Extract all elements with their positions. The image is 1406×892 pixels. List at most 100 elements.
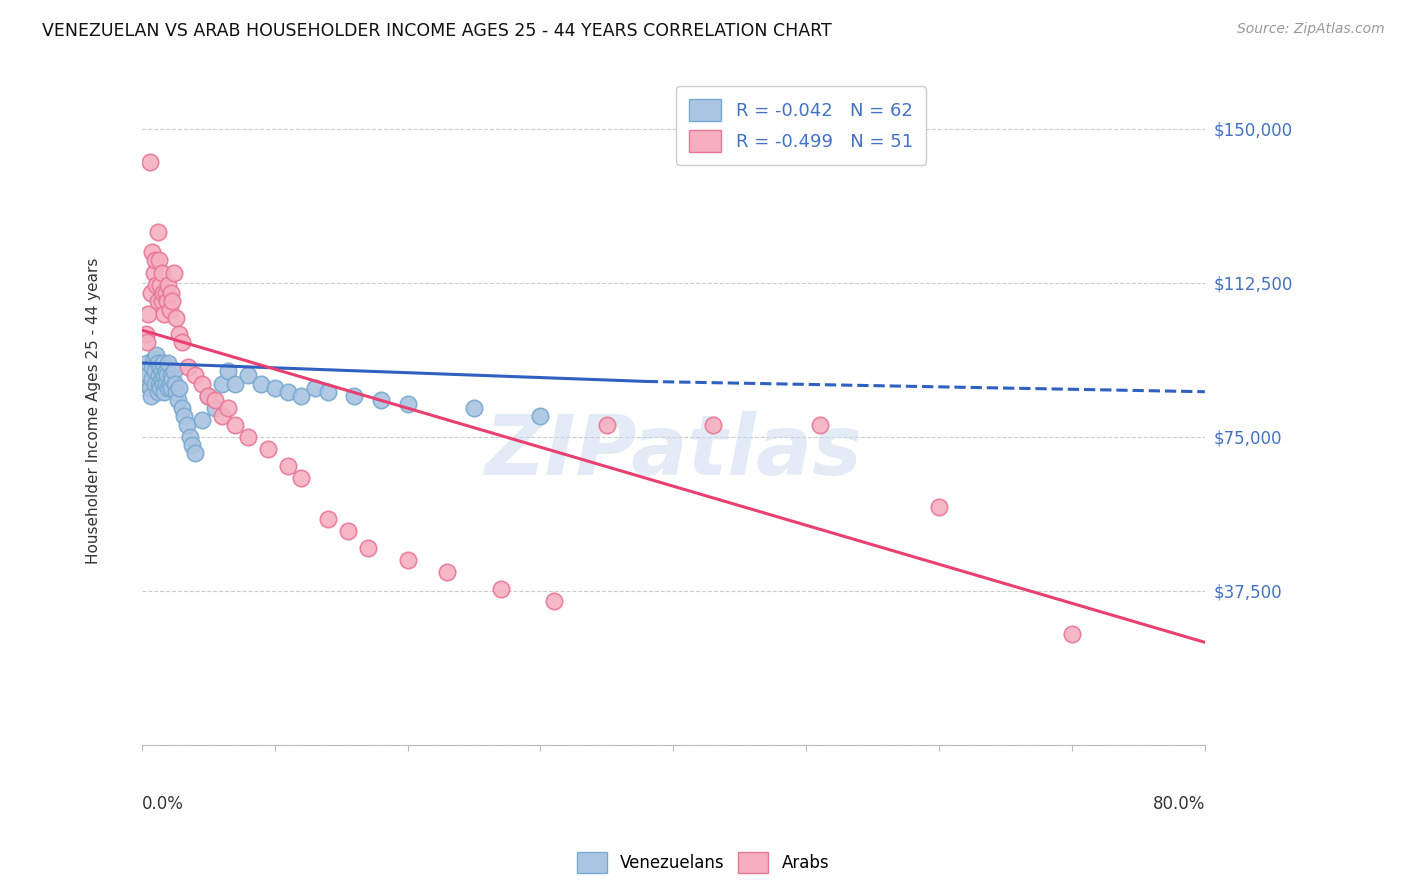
Point xyxy=(143,376,166,391)
Text: ZIPatlas: ZIPatlas xyxy=(485,411,862,491)
Point xyxy=(139,381,162,395)
Point xyxy=(139,286,162,301)
Point xyxy=(436,566,458,580)
Point xyxy=(343,389,366,403)
Point xyxy=(177,360,200,375)
Point xyxy=(149,381,172,395)
Point xyxy=(152,356,174,370)
Point xyxy=(157,277,180,292)
Point xyxy=(211,409,233,424)
Point xyxy=(138,368,160,383)
Point xyxy=(236,368,259,383)
Point xyxy=(156,294,179,309)
Point xyxy=(152,376,174,391)
Point xyxy=(250,376,273,391)
Point xyxy=(148,376,170,391)
Point xyxy=(141,245,163,260)
Point xyxy=(146,294,169,309)
Point xyxy=(181,438,204,452)
Point xyxy=(159,302,181,317)
Point xyxy=(167,327,190,342)
Point xyxy=(142,266,165,280)
Point xyxy=(304,381,326,395)
Point xyxy=(336,524,359,539)
Point xyxy=(190,413,212,427)
Point xyxy=(146,356,169,370)
Point xyxy=(136,335,159,350)
Point xyxy=(236,430,259,444)
Point xyxy=(165,384,187,399)
Point xyxy=(543,594,565,608)
Point xyxy=(141,360,163,375)
Text: 0.0%: 0.0% xyxy=(142,795,184,814)
Point xyxy=(596,417,619,432)
Point xyxy=(138,307,160,321)
Text: Source: ZipAtlas.com: Source: ZipAtlas.com xyxy=(1237,22,1385,37)
Point xyxy=(153,307,176,321)
Point xyxy=(141,372,163,386)
Point xyxy=(184,368,207,383)
Point xyxy=(145,348,167,362)
Point xyxy=(146,225,169,239)
Point xyxy=(396,553,419,567)
Point xyxy=(316,384,339,399)
Point xyxy=(257,442,280,457)
Point xyxy=(146,384,169,399)
Point xyxy=(162,294,184,309)
Point xyxy=(159,376,181,391)
Point xyxy=(290,471,312,485)
Point xyxy=(217,401,239,416)
Point xyxy=(150,364,173,378)
Point xyxy=(152,286,174,301)
Point xyxy=(148,253,170,268)
Point xyxy=(290,389,312,403)
Point xyxy=(197,389,219,403)
Point xyxy=(160,368,183,383)
Point xyxy=(139,154,162,169)
Point xyxy=(263,381,285,395)
Point xyxy=(157,356,180,370)
Point xyxy=(204,401,226,416)
Point xyxy=(316,512,339,526)
Legend: Venezuelans, Arabs: Venezuelans, Arabs xyxy=(571,846,835,880)
Point xyxy=(153,368,176,383)
Point xyxy=(155,376,177,391)
Point xyxy=(170,401,193,416)
Point xyxy=(139,389,162,403)
Point xyxy=(153,384,176,399)
Text: 80.0%: 80.0% xyxy=(1153,795,1205,814)
Point xyxy=(211,376,233,391)
Point xyxy=(155,364,177,378)
Point xyxy=(167,381,190,395)
Point xyxy=(224,376,246,391)
Point xyxy=(150,372,173,386)
Point xyxy=(224,417,246,432)
Point xyxy=(396,397,419,411)
Point xyxy=(808,417,831,432)
Point xyxy=(134,364,156,378)
Point xyxy=(150,294,173,309)
Point xyxy=(156,368,179,383)
Point xyxy=(145,277,167,292)
Point xyxy=(162,372,184,386)
Point xyxy=(1060,627,1083,641)
Point xyxy=(277,384,299,399)
Point xyxy=(489,582,512,596)
Point xyxy=(176,417,198,432)
Point xyxy=(179,430,201,444)
Point xyxy=(160,381,183,395)
Point xyxy=(217,364,239,378)
Point xyxy=(184,446,207,460)
Point xyxy=(190,376,212,391)
Point xyxy=(149,360,172,375)
Legend: R = -0.042   N = 62, R = -0.499   N = 51: R = -0.042 N = 62, R = -0.499 N = 51 xyxy=(676,87,925,165)
Text: Householder Income Ages 25 - 44 years: Householder Income Ages 25 - 44 years xyxy=(87,258,101,565)
Point xyxy=(157,381,180,395)
Point xyxy=(160,286,183,301)
Point xyxy=(163,266,186,280)
Point xyxy=(702,417,724,432)
Point xyxy=(277,458,299,473)
Point xyxy=(136,356,159,370)
Point xyxy=(143,253,166,268)
Point xyxy=(370,392,392,407)
